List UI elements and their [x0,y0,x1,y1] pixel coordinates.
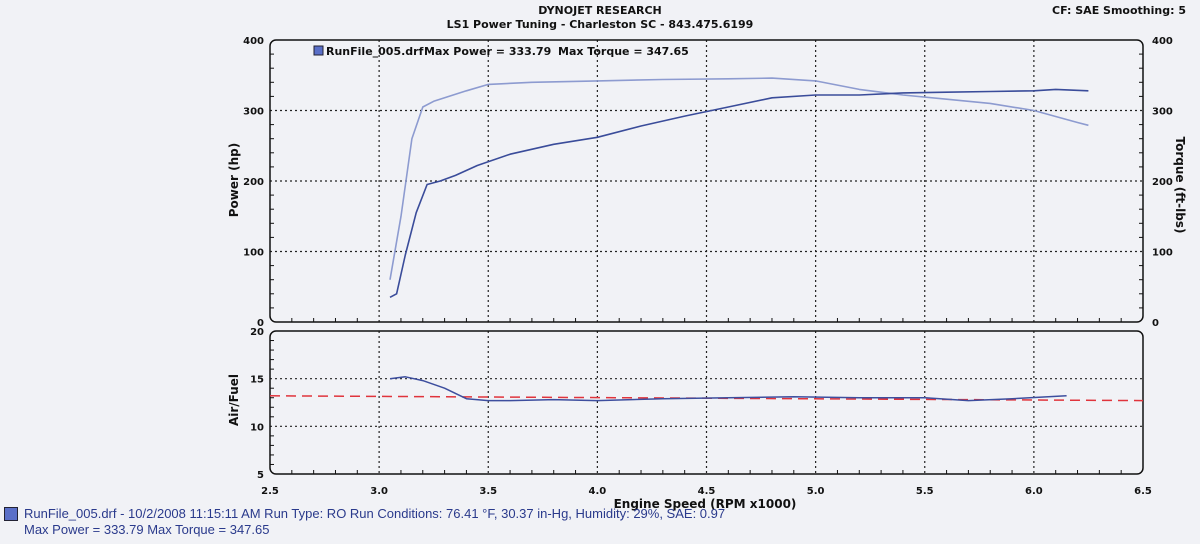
y-tick-label-left: 100 [243,248,264,259]
runfile-icon [4,507,18,521]
x-tick-label: 4.0 [589,486,607,497]
x-axis-label: Engine Speed (RPM x1000) [614,497,797,511]
plot-border [269,39,1144,323]
x-tick-label: 5.5 [916,486,934,497]
y-tick-label-right: 400 [1152,36,1173,47]
afr-tick-label: 5 [257,470,264,481]
legend-max-torque: Max Torque = 347.65 [558,45,689,58]
x-tick-label: 2.5 [261,486,279,497]
series-air-fuel [389,376,1067,402]
y-tick-label-right: 200 [1152,177,1173,188]
afr-lines [269,376,1144,402]
afr-tick-label: 10 [250,422,264,433]
chart-title: DYNOJET RESEARCH [538,4,662,17]
afr-tick-label: 15 [250,375,264,386]
torque-axis-label: Torque (ft-lbs) [1173,137,1187,234]
afr-grid [270,331,1143,474]
y-tick-label-left: 300 [243,107,264,118]
series-torque [389,77,1089,280]
run-max-values: Max Power = 333.79 Max Torque = 347.65 [24,522,270,537]
chart-subtitle: LS1 Power Tuning - Charleston SC - 843.4… [446,18,754,31]
correction-smoothing-label: CF: SAE Smoothing: 5 [1052,4,1186,17]
legend: RunFile_005.drf Max Power = 333.79 Max T… [313,45,689,58]
y-tick-label-left: 0 [257,318,264,329]
afr-tick-label: 20 [250,327,264,338]
y-tick-label-right: 0 [1152,318,1159,329]
y-tick-label-right: 300 [1152,107,1173,118]
y-tick-label-left: 400 [243,36,264,47]
series-power [389,88,1089,299]
power-grid [270,40,1143,322]
plot-border [269,330,1144,475]
x-tick-label: 6.0 [1025,486,1043,497]
legend-swatch [313,45,324,56]
x-tick-label: 6.5 [1134,486,1152,497]
afr-plot-frame [269,330,1144,475]
power-axis-label: Power (hp) [227,143,241,217]
power-torque-lines [389,77,1089,299]
y-tick-label-left: 200 [243,177,264,188]
legend-file: RunFile_005.drf [326,45,424,58]
x-tick-label: 3.5 [479,486,497,497]
afr-axis-label: Air/Fuel [227,374,241,426]
x-tick-label: 4.5 [698,486,716,497]
x-tick-label: 3.0 [370,486,388,497]
afr-ticks: 5 10 15 20 2.5 3.0 3.5 4.0 4.5 5.0 5.5 6.0 6.5 [250,327,1152,497]
legend-max-power: Max Power = 333.79 [424,45,551,58]
power-ticks: 0 100 200 300 400 0 100 200 300 400 [243,36,1173,329]
y-tick-label-right: 100 [1152,248,1173,259]
power-plot-frame [269,39,1144,323]
run-info: RunFile_005.drf - 10/2/2008 11:15:11 AM … [24,506,726,521]
x-tick-label: 5.0 [807,486,825,497]
